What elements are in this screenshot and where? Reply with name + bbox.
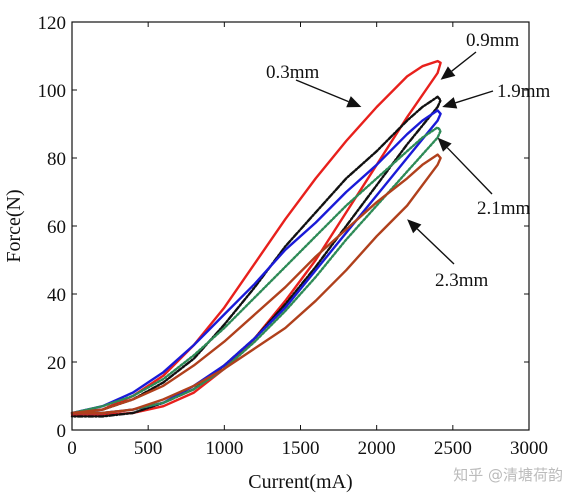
annotation-arrow-0-9mm (451, 51, 477, 72)
x-tick-label: 2000 (358, 438, 396, 459)
y-tick-label: 20 (47, 353, 66, 374)
watermark: 知乎 @清塘荷韵 (453, 466, 563, 484)
annotation-arrow-2-1mm (446, 147, 493, 195)
annotation-arrowhead-0-9mm (440, 66, 456, 80)
plot-frame (71, 21, 530, 431)
series-line-2-3mm (70, 153, 442, 415)
y-tick-label: 80 (47, 149, 66, 170)
series-line-0-3mm (70, 59, 442, 416)
series-line-1-9mm (70, 109, 442, 415)
y-tick-label: 60 (47, 217, 66, 238)
y-axis-title: Force(N) (3, 189, 25, 262)
y-tick-label: 120 (38, 13, 67, 34)
x-tick-label: 1000 (205, 438, 243, 459)
x-axis-title: Current(mA) (248, 471, 352, 493)
annotation-arrow-2-3mm (416, 228, 455, 265)
series-line-2-1mm (70, 126, 442, 415)
series-layer (70, 59, 442, 418)
x-tick-label: 0 (67, 438, 77, 459)
annotation-arrow-0-3mm (295, 79, 349, 103)
x-tick-label: 3000 (510, 438, 548, 459)
x-tick-label: 500 (134, 438, 163, 459)
annotation-arrowhead-0-3mm (346, 96, 362, 108)
annotation-label-0-3mm: 0.3mm (266, 62, 320, 83)
series-line-0-9mm (70, 95, 442, 418)
annotation-arrowhead-1-9mm (442, 97, 458, 109)
annotation-arrow-1-9mm (455, 90, 494, 104)
y-tick-label: 100 (38, 81, 67, 102)
x-tick-label: 1500 (282, 438, 320, 459)
annotation-label-2-1mm: 2.1mm (477, 198, 531, 219)
annotation-label-2-3mm: 2.3mm (435, 270, 489, 291)
annotation-arrowhead-2-1mm (437, 137, 452, 152)
y-tick-label: 0 (57, 421, 67, 442)
annotation-label-1-9mm: 1.9mm (497, 81, 551, 102)
x-tick-label: 2500 (434, 438, 472, 459)
annotation-layer: 0.3mm 0.9mm 1.9mm 2.1mm 2.3mm (266, 30, 551, 291)
annotation-label-0-9mm: 0.9mm (466, 30, 520, 51)
annotation-arrowhead-2-3mm (407, 219, 422, 234)
ticks-layer: 0 500 1000 1500 2000 2500 3000 0 20 40 60 80 100 120 (38, 13, 549, 459)
y-tick-label: 40 (47, 285, 66, 306)
